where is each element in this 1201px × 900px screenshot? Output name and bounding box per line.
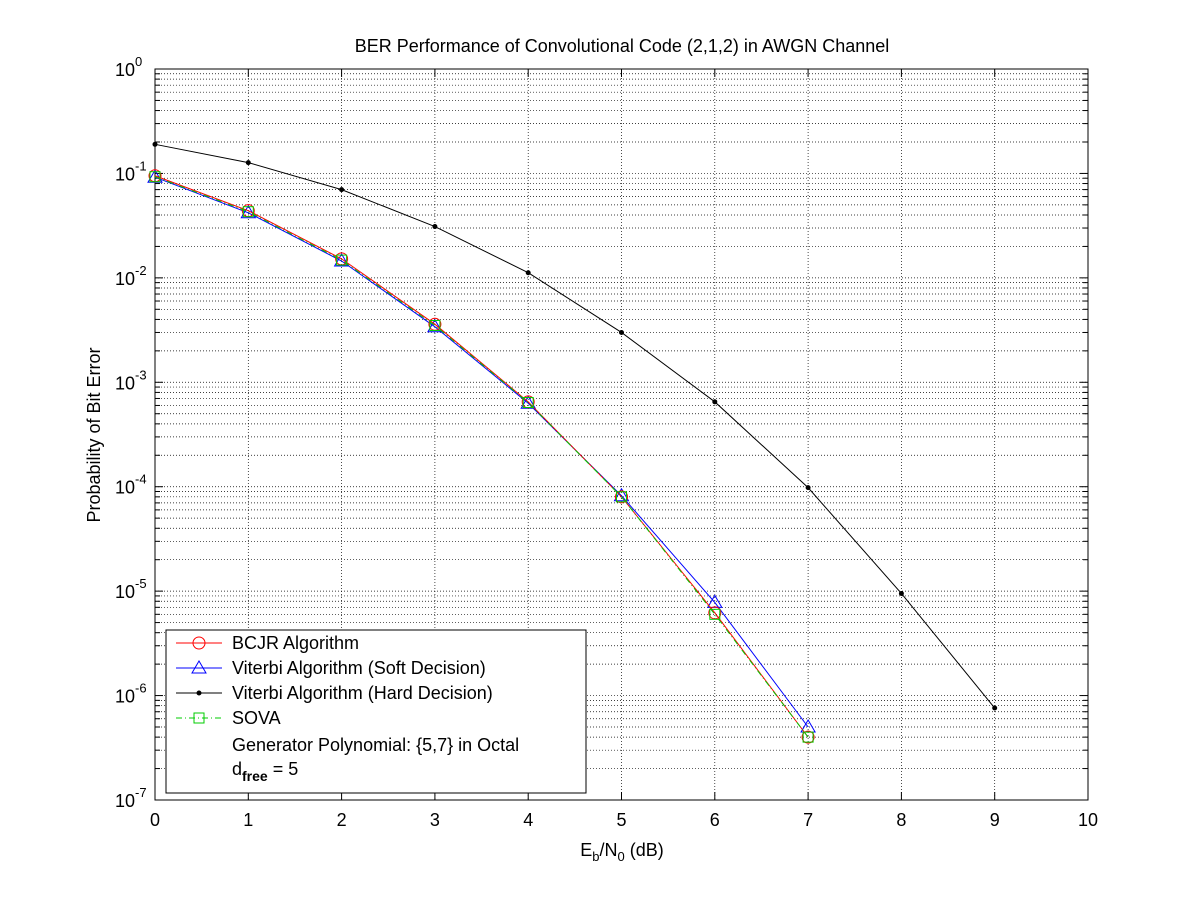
legend-note-generator: Generator Polynomial: {5,7} in Octal	[232, 735, 519, 755]
data-point-sova	[616, 491, 627, 503]
x-tick-labels: 0 1 2 3 4 5 6 7 8 9 10	[150, 810, 1098, 830]
y-tick-label: 100	[115, 54, 142, 80]
legend-swatch-marker	[192, 636, 206, 650]
y-tick-label: 10-3	[115, 367, 147, 393]
legend-label: Viterbi Algorithm (Soft Decision)	[232, 658, 486, 678]
legend: BCJR Algorithm Viterbi Algorithm (Soft De…	[165, 629, 587, 794]
x-tick-label: 5	[616, 810, 626, 830]
x-tick-label: 3	[430, 810, 440, 830]
x-tick-label: 8	[896, 810, 906, 830]
data-point-bcjr-algorithm	[801, 730, 815, 744]
legend-note-dfree: dfree = 5	[232, 759, 298, 784]
y-axis-label: Probability of Bit Error	[84, 347, 104, 522]
x-tick-label: 4	[523, 810, 533, 830]
data-point-viterbi-algorithm-soft-decision	[706, 594, 723, 608]
y-tick-label: 10-2	[115, 263, 147, 289]
x-tick-label: 2	[337, 810, 347, 830]
x-tick-label: 0	[150, 810, 160, 830]
series-line-viterbi-algorithm-hard-decision	[154, 143, 996, 709]
data-point-sova	[429, 319, 441, 331]
series-viterbi-algorithm-soft-decision	[147, 169, 816, 733]
legend-item-viterbi-algorithm-soft-decision: Viterbi Algorithm (Soft Decision)	[176, 658, 486, 678]
data-point-viterbi-algorithm-soft-decision	[427, 318, 443, 333]
y-tick-label: 10-7	[115, 785, 147, 811]
legend-label: Viterbi Algorithm (Hard Decision)	[232, 683, 493, 703]
data-point-viterbi-algorithm-soft-decision	[333, 253, 350, 267]
legend-label: BCJR Algorithm	[232, 633, 359, 653]
data-point-sova	[242, 206, 254, 218]
legend-item-viterbi-algorithm-hard-decision: Viterbi Algorithm (Hard Decision)	[176, 683, 493, 703]
legend-item-sova: SOVA	[176, 708, 281, 728]
x-tick-label: 1	[243, 810, 253, 830]
legend-label: SOVA	[232, 708, 281, 728]
y-tick-labels: 100 10-1 10-2 10-3 10-4 10-5 10-6 10-7	[115, 54, 147, 811]
data-point-viterbi-algorithm-hard-decision	[245, 160, 251, 166]
data-point-sova	[522, 397, 534, 409]
data-point-sova	[149, 171, 161, 183]
data-point-viterbi-algorithm-hard-decision	[525, 270, 531, 276]
data-point-viterbi-algorithm-hard-decision	[152, 141, 158, 147]
series-layer	[147, 141, 998, 744]
data-point-viterbi-algorithm-hard-decision	[992, 705, 998, 711]
series-viterbi-algorithm-hard-decision	[152, 141, 998, 711]
legend-box	[165, 629, 587, 794]
data-point-viterbi-algorithm-hard-decision	[619, 329, 624, 335]
legend-item-bcjr-algorithm: BCJR Algorithm	[176, 633, 359, 653]
chart-title: BER Performance of Convolutional Code (2…	[355, 36, 890, 56]
grid-lines	[155, 69, 1088, 800]
x-axis-label: Eb/N0 (dB)	[580, 840, 664, 864]
legend-swatch-marker	[193, 712, 205, 724]
x-tick-label: 7	[803, 810, 813, 830]
x-tick-label: 10	[1078, 810, 1098, 830]
series-line-viterbi-algorithm-soft-decision	[154, 176, 809, 728]
data-point-viterbi-algorithm-hard-decision	[898, 590, 904, 596]
data-point-viterbi-algorithm-hard-decision	[339, 187, 345, 193]
series-line-bcjr-algorithm	[154, 175, 809, 738]
series-line-sova	[154, 176, 809, 738]
data-point-bcjr-algorithm	[615, 490, 628, 504]
x-tick-label: 6	[710, 810, 720, 830]
y-tick-label: 10-5	[115, 576, 147, 602]
data-point-viterbi-algorithm-hard-decision	[712, 399, 718, 405]
data-point-viterbi-algorithm-hard-decision	[805, 485, 811, 491]
legend-swatch-marker	[191, 660, 207, 674]
y-tick-label: 10-6	[115, 681, 147, 707]
legend-swatch-marker	[196, 690, 202, 696]
data-point-sova	[802, 731, 814, 743]
y-tick-label: 10-4	[115, 472, 147, 498]
x-tick-label: 9	[990, 810, 1000, 830]
data-point-sova	[709, 608, 721, 620]
y-tick-label: 10-1	[115, 158, 147, 184]
axis-ticks	[154, 68, 1089, 801]
data-point-viterbi-algorithm-soft-decision	[613, 487, 630, 502]
series-sova	[149, 171, 814, 743]
data-point-viterbi-algorithm-soft-decision	[240, 204, 257, 219]
data-point-sova	[336, 254, 348, 266]
data-point-viterbi-algorithm-hard-decision	[432, 224, 438, 230]
